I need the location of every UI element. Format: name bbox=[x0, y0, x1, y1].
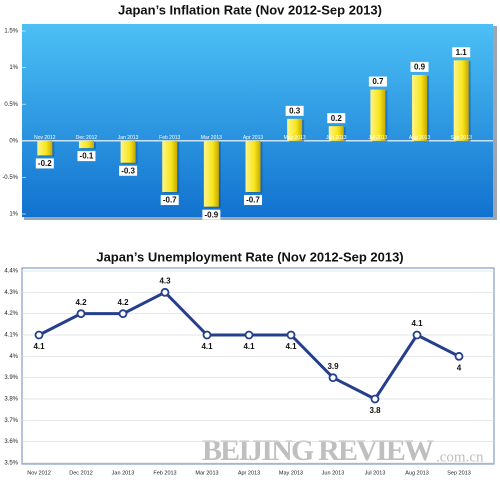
x-tick-label: May 2013 bbox=[279, 470, 303, 476]
y-tick-label: 3.8% bbox=[4, 397, 18, 403]
x-tick-label: Feb 2013 bbox=[153, 470, 176, 476]
x-tick-label: Apr 2013 bbox=[238, 470, 260, 476]
x-tick-label: Jan 2013 bbox=[118, 135, 139, 141]
x-tick-label: Jan 2013 bbox=[112, 470, 135, 476]
x-tick-label: Sep 2013 bbox=[450, 135, 472, 141]
x-tick-label: Dec 2012 bbox=[69, 470, 93, 476]
bar bbox=[287, 118, 303, 141]
y-tick-label: 1.5% bbox=[4, 29, 18, 35]
bar bbox=[245, 140, 261, 193]
value-label: 4.1 bbox=[201, 342, 213, 351]
bar bbox=[370, 89, 386, 141]
value-label: -0.7 bbox=[163, 196, 177, 205]
y-tick-label: 4.2% bbox=[4, 311, 18, 317]
value-label: 3.8 bbox=[369, 406, 381, 415]
y-tick-label: 3.7% bbox=[4, 418, 18, 424]
y-tick-label: 0% bbox=[9, 138, 18, 144]
value-label: -0.7 bbox=[246, 196, 260, 205]
value-label: 1.1 bbox=[456, 48, 468, 57]
marker bbox=[328, 373, 338, 383]
value-label: -0.2 bbox=[38, 159, 52, 168]
x-tick-label: Nov 2012 bbox=[34, 135, 56, 141]
y-tick-label: 4.1% bbox=[4, 333, 18, 339]
plot-frame bbox=[21, 267, 495, 465]
chart-title: Japan’s Inflation Rate (Nov 2012-Sep 201… bbox=[118, 2, 382, 17]
value-label: 4.1 bbox=[285, 342, 297, 351]
x-tick-label: Dec 2012 bbox=[76, 135, 98, 141]
chart-title: Japan’s Unemployment Rate (Nov 2012-Sep … bbox=[96, 249, 403, 264]
x-tick-label: Jul 2013 bbox=[368, 135, 387, 141]
x-tick-label: Mar 2013 bbox=[201, 135, 222, 141]
y-tick-label: 3.5% bbox=[4, 461, 18, 467]
value-label-bg bbox=[119, 165, 138, 176]
marker bbox=[244, 330, 254, 340]
y-tick-label: 4% bbox=[9, 354, 18, 360]
bar bbox=[453, 60, 469, 141]
x-tick-label: Jul 2013 bbox=[365, 470, 386, 476]
marker bbox=[202, 330, 212, 340]
marker bbox=[454, 351, 464, 361]
watermark: BEIJING REVIEW bbox=[202, 434, 434, 467]
marker bbox=[160, 287, 170, 297]
x-tick-label: Mar 2013 bbox=[195, 470, 218, 476]
value-label-bg bbox=[285, 105, 304, 116]
value-label: 4.1 bbox=[33, 342, 45, 351]
y-tick-label: -0.5% bbox=[2, 175, 18, 181]
value-label-bg bbox=[77, 151, 96, 162]
bar bbox=[412, 74, 428, 141]
bar bbox=[162, 140, 178, 193]
value-label-bg bbox=[202, 209, 221, 220]
marker bbox=[412, 330, 422, 340]
value-label-bg bbox=[368, 76, 387, 87]
value-label-bg bbox=[244, 195, 262, 206]
y-tick-label: 4.3% bbox=[4, 290, 18, 296]
value-label: 0.7 bbox=[372, 77, 384, 86]
x-tick-label: Sep 2013 bbox=[447, 470, 471, 476]
marker bbox=[34, 330, 44, 340]
bar bbox=[203, 140, 219, 207]
value-label: -0.9 bbox=[204, 210, 218, 219]
value-label: 4.1 bbox=[411, 319, 423, 328]
x-tick-label: Aug 2013 bbox=[405, 470, 429, 476]
value-label-bg bbox=[327, 113, 346, 124]
value-label: 3.9 bbox=[327, 362, 339, 371]
value-label-bg bbox=[410, 61, 429, 72]
bar bbox=[328, 126, 344, 141]
value-label: 4.2 bbox=[117, 298, 129, 307]
value-label-bg bbox=[452, 47, 471, 58]
value-label-bg bbox=[160, 195, 179, 206]
y-tick-label: 1% bbox=[9, 65, 18, 71]
value-label: 4.2 bbox=[75, 298, 87, 307]
y-tick-label: 1% bbox=[9, 212, 18, 218]
watermark-domain: .com.cn bbox=[436, 449, 484, 465]
value-label: 4.3 bbox=[159, 276, 171, 285]
value-label: 0.3 bbox=[289, 106, 301, 115]
x-tick-label: May 2013 bbox=[284, 135, 306, 141]
value-label-bg bbox=[35, 158, 54, 169]
y-tick-label: 0.5% bbox=[4, 102, 18, 108]
x-tick-label: Aug 2013 bbox=[409, 135, 431, 141]
value-label: 4.1 bbox=[243, 342, 255, 351]
marker bbox=[118, 309, 128, 319]
marker bbox=[286, 330, 296, 340]
value-label: 0.2 bbox=[331, 114, 343, 123]
x-tick-label: Jun 2013 bbox=[322, 470, 345, 476]
value-label: 0.9 bbox=[414, 63, 426, 72]
x-tick-label: Jun 2013 bbox=[326, 135, 347, 141]
value-label: 4 bbox=[457, 363, 462, 372]
bar bbox=[78, 140, 94, 149]
marker bbox=[76, 309, 86, 319]
x-tick-label: Feb 2013 bbox=[159, 135, 180, 141]
y-tick-label: 3.9% bbox=[4, 375, 18, 381]
bar bbox=[37, 140, 53, 156]
x-tick-label: Nov 2012 bbox=[27, 470, 51, 476]
bar bbox=[120, 140, 136, 163]
value-label: -0.1 bbox=[80, 152, 94, 161]
y-tick-label: 3.6% bbox=[4, 439, 18, 445]
value-label: -0.3 bbox=[121, 166, 135, 175]
y-tick-label: 4.4% bbox=[4, 269, 18, 275]
marker bbox=[370, 394, 380, 404]
x-tick-label: Apr 2013 bbox=[243, 135, 264, 141]
